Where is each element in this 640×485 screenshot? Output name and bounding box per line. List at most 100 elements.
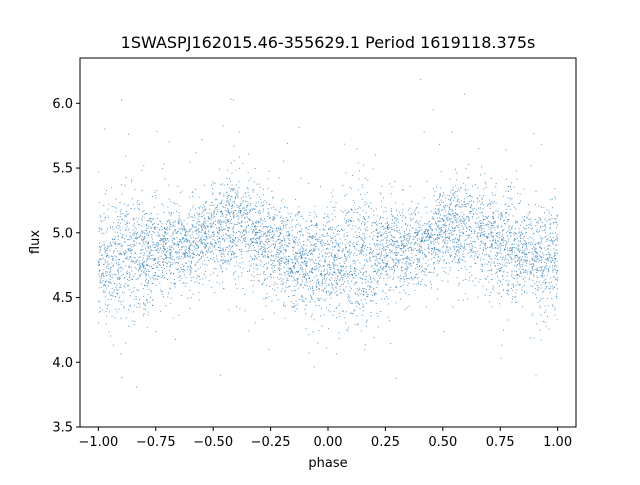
- data-point: [339, 278, 341, 280]
- data-point: [487, 236, 489, 238]
- data-point: [221, 281, 223, 283]
- data-point: [132, 244, 134, 245]
- data-point: [417, 230, 419, 232]
- data-point: [293, 305, 295, 307]
- data-point: [475, 184, 476, 186]
- data-point: [328, 274, 330, 276]
- data-point: [135, 245, 137, 247]
- data-point: [289, 258, 291, 260]
- data-point: [508, 319, 509, 321]
- data-point: [428, 251, 430, 253]
- data-point: [431, 250, 433, 252]
- data-point: [540, 314, 542, 316]
- data-point: [511, 248, 513, 250]
- data-point: [404, 246, 406, 248]
- data-point: [225, 233, 227, 235]
- data-point: [502, 239, 504, 241]
- data-point: [305, 249, 307, 251]
- data-point: [129, 304, 131, 306]
- data-point: [320, 242, 321, 244]
- data-point: [155, 195, 157, 197]
- data-point: [422, 270, 423, 272]
- data-point: [428, 244, 430, 246]
- data-point: [338, 312, 340, 314]
- data-point: [278, 227, 280, 229]
- data-point: [360, 252, 362, 254]
- data-point: [125, 265, 127, 267]
- data-point: [285, 251, 287, 253]
- data-point: [342, 310, 344, 312]
- data-point: [297, 242, 299, 244]
- data-point: [534, 248, 536, 250]
- data-point: [470, 255, 472, 257]
- data-point: [403, 252, 405, 254]
- data-point: [228, 245, 230, 247]
- data-point: [252, 245, 254, 246]
- data-point: [457, 259, 459, 261]
- data-point: [455, 215, 457, 217]
- data-point: [545, 266, 547, 268]
- data-point: [357, 324, 359, 326]
- data-point: [103, 263, 105, 265]
- data-point: [273, 196, 274, 198]
- data-point: [156, 131, 158, 132]
- data-point: [331, 253, 333, 255]
- data-point: [346, 231, 348, 233]
- data-point: [381, 234, 383, 236]
- data-point: [424, 231, 426, 233]
- data-point: [410, 263, 412, 265]
- data-point: [522, 245, 524, 247]
- data-point: [129, 250, 131, 251]
- data-point: [522, 251, 524, 253]
- data-point: [224, 221, 226, 223]
- data-point: [556, 237, 558, 239]
- data-point: [520, 234, 522, 236]
- data-point: [356, 268, 358, 270]
- data-point: [481, 252, 483, 254]
- data-point: [446, 245, 448, 247]
- data-point: [497, 248, 499, 250]
- data-point: [354, 245, 355, 247]
- data-point: [176, 232, 178, 234]
- data-point: [417, 258, 419, 260]
- data-point: [337, 230, 339, 232]
- data-point: [129, 239, 131, 241]
- data-point: [316, 225, 318, 226]
- data-point: [397, 266, 398, 268]
- data-point: [177, 220, 179, 222]
- data-point: [237, 207, 239, 209]
- data-point: [246, 226, 247, 228]
- data-point: [481, 265, 483, 267]
- data-point: [542, 225, 544, 227]
- data-point: [253, 275, 255, 277]
- data-point: [240, 205, 242, 206]
- data-point: [315, 283, 317, 285]
- data-point: [258, 231, 260, 233]
- data-point: [415, 241, 416, 243]
- data-point: [418, 238, 420, 240]
- data-point: [292, 306, 294, 308]
- data-point: [354, 260, 356, 262]
- data-point: [199, 224, 201, 226]
- data-point: [516, 170, 517, 172]
- data-point: [377, 253, 379, 255]
- data-point: [202, 251, 203, 253]
- data-point: [244, 213, 246, 214]
- data-point: [184, 234, 185, 236]
- data-point: [351, 275, 353, 277]
- data-point: [179, 275, 181, 277]
- data-point: [389, 240, 390, 242]
- data-point: [302, 234, 304, 236]
- data-point: [475, 253, 477, 255]
- data-point: [143, 267, 145, 269]
- data-point: [227, 230, 229, 232]
- data-point: [209, 208, 211, 210]
- data-point: [236, 194, 238, 196]
- data-point: [189, 209, 191, 211]
- data-point: [133, 241, 135, 243]
- data-point: [280, 207, 282, 209]
- data-point: [352, 225, 354, 227]
- data-point: [228, 201, 230, 203]
- data-point: [531, 257, 533, 259]
- data-point: [443, 252, 444, 254]
